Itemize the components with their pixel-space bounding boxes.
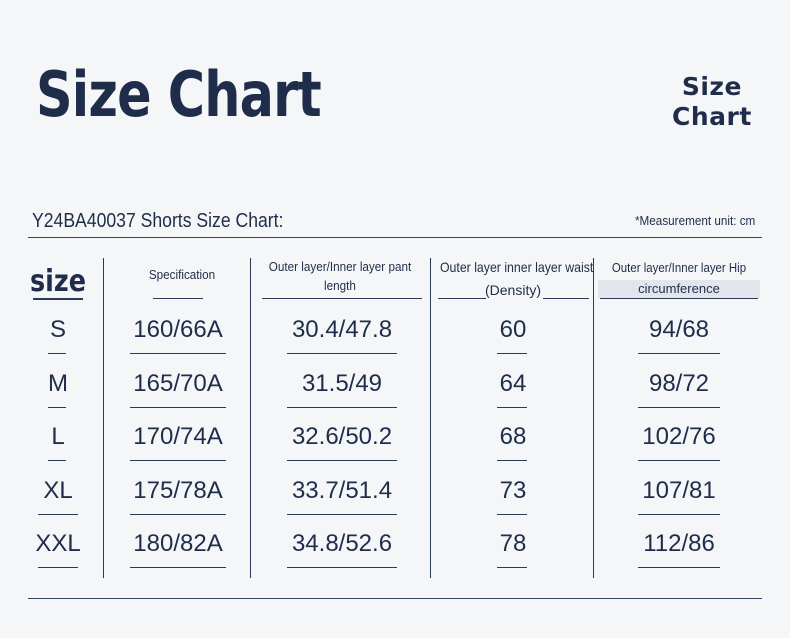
cell-underline: [130, 353, 226, 354]
table-cell-spec: 165/70A: [133, 369, 223, 397]
column-separator: [250, 258, 251, 578]
header-size: size: [29, 264, 87, 299]
table-cell-hip: 94/68: [648, 316, 710, 343]
cell-underline: [287, 513, 397, 515]
table-cell-waist: 64: [499, 369, 527, 397]
cell-underline: [287, 567, 397, 569]
header-hip-line1: Outer layer/Inner layer Hip: [611, 260, 747, 275]
logo-line-2: Chart: [672, 102, 752, 131]
table-cell-spec: 170/74A: [133, 423, 223, 451]
cell-underline: [638, 406, 720, 408]
table-cell-size: S: [49, 316, 66, 343]
table-cell-waist: 73: [499, 476, 527, 504]
cell-underline: [130, 460, 226, 462]
header-hip-shading: [598, 280, 760, 298]
cell-underline: [130, 567, 226, 569]
table-cell-spec: 180/82A: [133, 530, 223, 558]
table-cell-length: 34.8/52.6: [291, 530, 393, 558]
cell-underline: [38, 567, 78, 569]
table-cell-spec: 175/78A: [133, 476, 223, 504]
header-underline: [33, 298, 83, 300]
header-underline: [262, 298, 422, 299]
cell-underline: [638, 567, 720, 569]
column-separator: [430, 258, 431, 578]
header-underline: [600, 298, 758, 299]
table-cell-length: 32.6/50.2: [291, 423, 393, 451]
cell-underline: [497, 353, 527, 354]
table-cell-hip: 98/72: [648, 369, 710, 397]
table-cell-hip: 107/81: [642, 476, 716, 504]
table-cell-size: XXL: [35, 530, 81, 558]
column-separator: [103, 258, 104, 578]
table-cell-hip: 112/86: [643, 530, 715, 558]
table-cell-length: 31.5/49: [301, 369, 383, 397]
cell-underline: [497, 513, 527, 515]
measurement-unit-note: *Measurement unit: cm: [635, 213, 756, 228]
header-hip-line2: circumference: [638, 281, 720, 296]
cell-underline: [287, 353, 397, 354]
cell-underline: [497, 406, 527, 408]
cell-underline: [38, 513, 78, 515]
cell-underline: [48, 353, 66, 354]
chart-subtitle: Y24BA40037 Shorts Size Chart:: [32, 210, 284, 232]
header-pant-length-line2: length: [324, 278, 356, 293]
cell-underline: [130, 406, 226, 408]
top-divider: [28, 237, 762, 238]
cell-underline: [497, 460, 527, 462]
table-cell-size: M: [48, 369, 68, 397]
header-pant-length-line1: Outer layer/Inner layer pant: [268, 259, 412, 274]
cell-underline: [638, 353, 720, 354]
logo-line-1: Size: [681, 72, 742, 101]
table-cell-waist: 68: [499, 423, 527, 451]
table-cell-spec: 160/66A: [133, 316, 223, 343]
cell-underline: [638, 513, 720, 515]
cell-underline: [497, 567, 527, 569]
cell-underline: [48, 406, 66, 408]
table-cell-size: L: [51, 423, 65, 451]
cell-underline: [48, 460, 66, 462]
table-cell-hip: 102/76: [642, 423, 716, 451]
table-cell-length: 33.7/51.4: [291, 476, 393, 504]
page-title: Size Chart: [36, 58, 322, 131]
table-cell-size: XL: [43, 476, 73, 504]
header-waist-line1: Outer layer inner layer waist: [439, 259, 594, 275]
header-underline: [438, 298, 486, 299]
cell-underline: [638, 460, 720, 462]
header-underline: [153, 298, 203, 299]
table-cell-waist: 78: [499, 530, 527, 558]
table-cell-length: 30.4/47.8: [291, 316, 393, 343]
cell-underline: [130, 513, 226, 515]
bottom-divider: [28, 598, 762, 599]
column-separator: [593, 258, 594, 578]
cell-underline: [287, 406, 397, 408]
header-waist-line2: (Density): [484, 282, 541, 298]
size-chart-logo: Size Chart: [672, 72, 752, 132]
header-underline: [543, 298, 589, 299]
header-specification: Specification: [148, 267, 216, 282]
table-cell-waist: 60: [499, 316, 527, 343]
cell-underline: [287, 460, 397, 462]
